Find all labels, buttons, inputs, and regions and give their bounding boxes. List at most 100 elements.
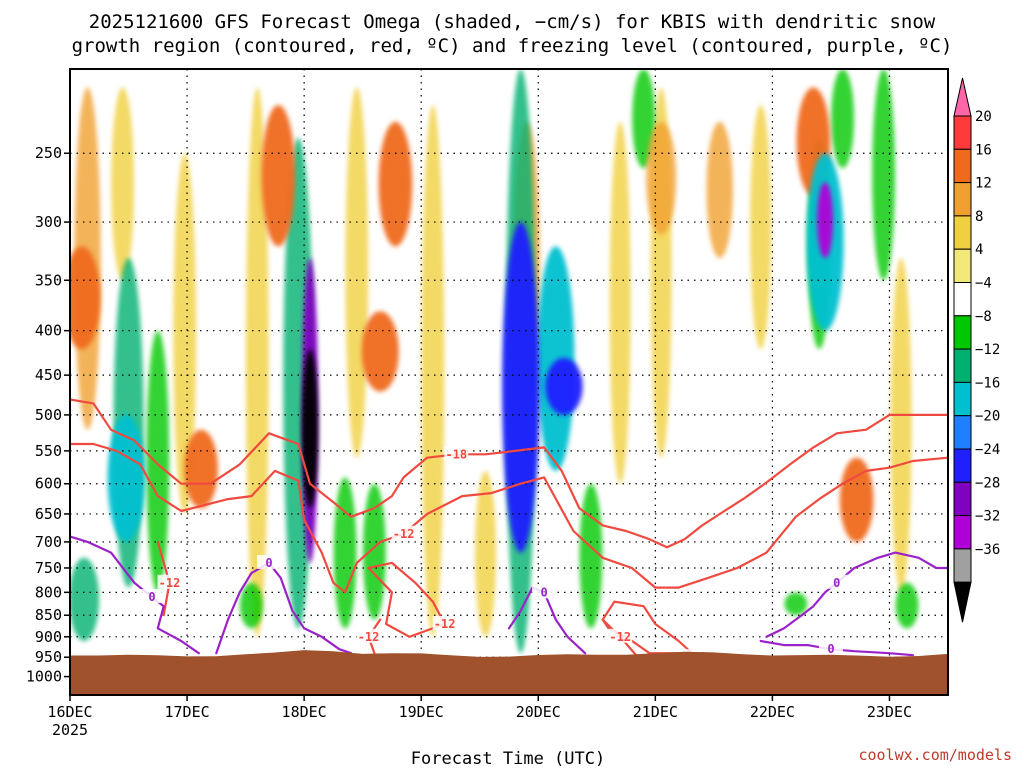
y-tick-label-450: 450 [35, 366, 62, 384]
freezing_c-contour-label-bg-9 [532, 584, 557, 599]
x-tick-label-20DEC: 20DEC [516, 703, 561, 721]
colorbar: 20 16 12 8 4 −4 −8 −12 −16 −20 −24 −28 −32 −36 [953, 77, 1000, 623]
x-tick-label-17DEC: 17DEC [164, 703, 209, 721]
omega-ascent-mark-7 [245, 87, 269, 637]
colorbar-label-6: −8 [975, 309, 992, 325]
x-tick-label-22DEC: 22DEC [750, 703, 795, 721]
colorbar-swatch-10 [953, 415, 972, 450]
omega-descent-mark-20 [784, 592, 808, 616]
x-axis-title: Forecast Time (UTC) [411, 749, 605, 768]
temp_c-contour-label-5: -12 [358, 630, 380, 644]
plot-frame [69, 68, 949, 696]
x-tick-label-19DEC: 19DEC [399, 703, 444, 721]
y-axis: 250 300 350 400 450 500 550 600 650 700 750 800 850 9… [26, 144, 70, 686]
temp_c-contour-label-0: -18 [445, 447, 467, 461]
y-tick-label-900: 900 [35, 628, 62, 646]
y-tick-label-750: 750 [35, 559, 62, 577]
omega-ascent-mark-24 [646, 121, 677, 235]
y-tick-label-500: 500 [35, 406, 62, 424]
colorbar-swatch-7 [953, 315, 972, 350]
freezing_c-contour-8 [215, 561, 353, 655]
colorbar-label-10: −24 [975, 442, 1000, 458]
chart-title-line-2: growth region (contoured, red, ºC) and f… [72, 35, 953, 57]
y-tick-label-600: 600 [35, 475, 62, 493]
temp_c-contour-1 [70, 442, 948, 594]
omega-ascent-mark-23 [706, 121, 733, 259]
temp_c-contour-label-bg-5 [356, 628, 381, 643]
y-tick-label-400: 400 [35, 322, 62, 340]
omega-ascent-mark-1 [609, 121, 631, 484]
colorbar-swatch-2 [953, 148, 972, 184]
credit-text: coolwx.com/models [858, 746, 1012, 764]
omega-descent-mark-13 [362, 483, 386, 620]
colorbar-swatch-6 [953, 282, 972, 317]
y-tick-label-550: 550 [35, 442, 62, 460]
temp_c-contour-label-bg-0 [444, 446, 469, 461]
omega-descent-mark-12 [333, 477, 357, 629]
temp_c-contour-0 [70, 398, 948, 549]
freezing_c-contour-label-9: 0 [541, 585, 548, 599]
colorbar-swatch-11 [953, 448, 972, 483]
omega-descent-mark-15 [632, 69, 656, 169]
omega-ascent-mark-0 [475, 470, 497, 637]
colorbar-label-9: −20 [975, 409, 1000, 425]
x-tick-label-18DEC: 18DEC [282, 703, 327, 721]
omega-ascent-mark-35 [361, 311, 399, 392]
y-tick-label-350: 350 [35, 271, 62, 289]
colorbar-label-3: 8 [975, 209, 983, 225]
x-tick-label-23DEC: 23DEC [867, 703, 912, 721]
colorbar-label-12: −32 [975, 509, 1000, 525]
omega-ascent-mark-3 [750, 104, 772, 350]
x-tick-label-21DEC: 21DEC [633, 703, 678, 721]
y-tick-label-250: 250 [35, 144, 62, 162]
colorbar-swatch-5 [953, 248, 972, 283]
omega-ascent-mark-6 [173, 153, 197, 514]
x-tick-label-16DEC: 16DEC [47, 703, 92, 721]
omega-descent-mark-40 [545, 357, 583, 415]
omega-descent-mark-16 [831, 69, 855, 169]
omega-ascent-mark-33 [839, 457, 874, 542]
x-tick-sublabel-16DEC: 2025 [52, 721, 88, 739]
omega-ascent-mark-9 [421, 104, 445, 637]
colorbar-top-arrow [953, 77, 972, 117]
omega-descent-mark-11 [240, 582, 263, 629]
colorbar-swatch-1 [953, 115, 972, 150]
y-tick-label-650: 650 [35, 505, 62, 523]
temp_c-contour-label-2: -12 [434, 617, 456, 631]
temp_c-contour-label-4: -12 [159, 576, 181, 590]
colorbar-label-2: 12 [975, 176, 992, 192]
temp_c-contour-label-6: -12 [609, 630, 631, 644]
colorbar-swatch-8 [953, 348, 972, 383]
temp_c-contour-label-1: -12 [393, 527, 415, 541]
chart-title-line-1: 2025121600 GFS Forecast Omega (shaded, −… [89, 11, 936, 33]
omega-ascent-mark-8 [345, 87, 369, 458]
y-tick-label-1000: 1000 [26, 668, 62, 686]
freezing_c-contour-label-bg-11 [818, 641, 843, 656]
temp_c-contour-label-bg-6 [608, 628, 633, 643]
y-tick-label-700: 700 [35, 533, 62, 551]
colorbar-label-4: 4 [975, 242, 983, 258]
omega-descent-mark-37 [537, 246, 575, 471]
y-tick-label-850: 850 [35, 606, 62, 624]
omega-ascent-mark-5 [111, 87, 135, 281]
omega-descent-mark-42 [817, 182, 834, 259]
freezing_c-contour-label-bg-10 [824, 574, 849, 589]
colorbar-swatch-4 [953, 215, 972, 250]
freezing_c-contour-label-bg-7 [139, 589, 164, 604]
omega-ascent-mark-4 [890, 258, 912, 593]
terrain [70, 650, 948, 695]
terrain-surface [70, 650, 948, 695]
omega-shading [70, 69, 919, 654]
omega-descent-mark-14 [579, 483, 603, 629]
omega-descent-mark-18 [872, 69, 896, 281]
omega-descent-mark-26 [70, 557, 100, 641]
colorbar-swatch-9 [953, 381, 972, 417]
freezing_c-contour-label-10: 0 [833, 576, 840, 590]
colorbar-swatch-14 [953, 548, 972, 583]
omega-ascent-mark-30 [261, 104, 296, 247]
omega-descent-mark-36 [107, 414, 145, 542]
y-tick-label-800: 800 [35, 583, 62, 601]
colorbar-label-13: −36 [975, 542, 1000, 558]
